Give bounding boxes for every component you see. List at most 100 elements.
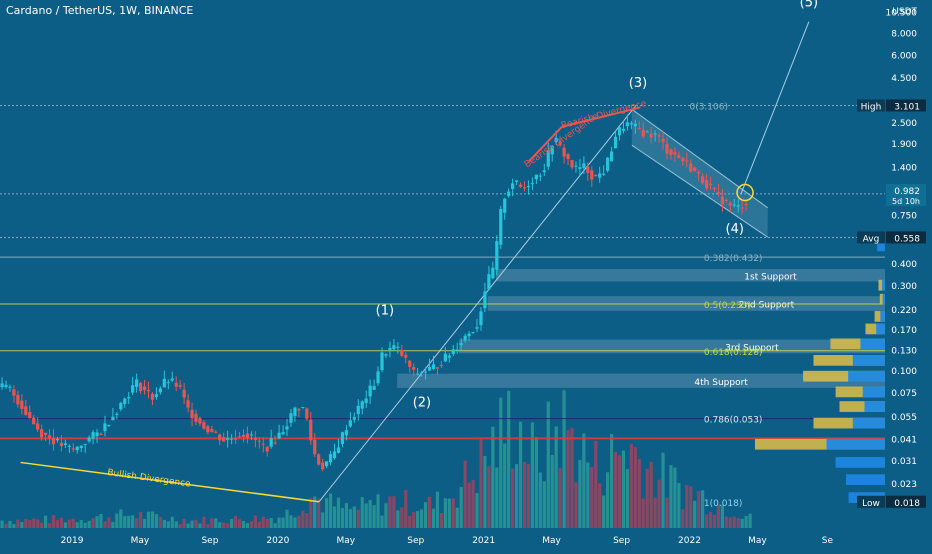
candle-body bbox=[420, 372, 424, 374]
candle-body bbox=[222, 437, 226, 442]
volume-bar bbox=[617, 455, 622, 528]
candle-body bbox=[598, 173, 602, 178]
volume-bar bbox=[198, 523, 202, 528]
candle-body bbox=[499, 209, 503, 245]
volume-bar bbox=[673, 467, 677, 528]
volume-bar bbox=[475, 493, 479, 528]
candles bbox=[0, 114, 748, 472]
candle-body bbox=[127, 397, 131, 399]
profile-bar-split bbox=[862, 386, 885, 398]
volume-bar bbox=[558, 468, 562, 528]
bearish-divergence-line-2 bbox=[561, 106, 641, 128]
x-tick: May bbox=[131, 536, 150, 546]
volume-bar bbox=[384, 503, 388, 528]
support-zone-label: 3rd Support bbox=[725, 343, 779, 353]
volume-bar bbox=[736, 518, 740, 528]
volume-bar bbox=[534, 437, 538, 528]
candle-body bbox=[625, 122, 630, 127]
volume-bar bbox=[178, 524, 182, 528]
candle-body bbox=[554, 137, 558, 142]
volume-bar bbox=[55, 520, 60, 528]
candle-body bbox=[178, 385, 182, 387]
candle-body bbox=[633, 123, 637, 127]
volume-bar bbox=[582, 433, 586, 528]
candle-body bbox=[728, 203, 732, 206]
volume-bar bbox=[305, 513, 309, 528]
y-tick: 0.023 bbox=[891, 480, 917, 490]
volume-bar bbox=[4, 523, 8, 528]
volume-bar bbox=[712, 514, 717, 528]
current-price-marker bbox=[736, 183, 754, 202]
volume-bar bbox=[701, 490, 705, 528]
y-tick: 2.500 bbox=[891, 119, 917, 129]
volume-bar bbox=[590, 467, 594, 528]
volume-bar bbox=[99, 514, 103, 528]
candle-body bbox=[487, 274, 491, 290]
volume-bar bbox=[609, 433, 614, 528]
current-price-box bbox=[886, 183, 926, 206]
candle-body bbox=[289, 413, 293, 423]
candle-body bbox=[697, 171, 701, 174]
volume-bar bbox=[43, 515, 48, 528]
volume-bar bbox=[586, 462, 590, 528]
volume-bar bbox=[483, 456, 487, 528]
fib-0-label: 0(3.106) bbox=[689, 102, 728, 112]
x-tick: Se bbox=[822, 536, 834, 546]
volume-bar bbox=[166, 521, 170, 528]
volume-bar bbox=[487, 466, 491, 528]
candle-body bbox=[103, 423, 107, 432]
volume-bar bbox=[693, 500, 697, 528]
volume-bar bbox=[321, 512, 325, 528]
volume-bar bbox=[376, 494, 380, 528]
candle-body bbox=[226, 438, 230, 440]
candle-body bbox=[685, 160, 689, 162]
candle-body bbox=[332, 451, 337, 459]
candle-body bbox=[261, 443, 265, 445]
volume-bar bbox=[170, 516, 174, 528]
volume-bar bbox=[226, 523, 230, 528]
volume-bar bbox=[162, 519, 166, 528]
volume-bar bbox=[368, 499, 372, 528]
candle-body bbox=[661, 138, 665, 142]
volume-bar bbox=[36, 519, 40, 528]
volume-bar bbox=[332, 506, 337, 528]
volume-bar bbox=[459, 486, 463, 528]
volume-bar bbox=[360, 497, 364, 528]
x-tick: May bbox=[748, 536, 767, 546]
profile-bar-split bbox=[864, 401, 885, 412]
volume-bar bbox=[546, 401, 550, 528]
profile-bar-split bbox=[852, 355, 885, 366]
candle-body bbox=[111, 416, 115, 421]
support-zone bbox=[458, 339, 885, 354]
candle-body bbox=[427, 366, 432, 371]
price-axis: 10.500USDT8.0006.0004.5003.2002.5001.900… bbox=[885, 0, 932, 528]
candle-body bbox=[75, 446, 79, 451]
candle-body bbox=[558, 141, 562, 146]
volume-bar bbox=[230, 518, 234, 528]
low-badge-title: Low bbox=[862, 499, 880, 509]
volume-bar bbox=[138, 511, 143, 528]
candle-body bbox=[602, 173, 606, 175]
volume-bar bbox=[538, 472, 542, 528]
candle-body bbox=[297, 409, 301, 411]
volume-bar bbox=[416, 511, 420, 528]
volume-bar bbox=[392, 496, 396, 528]
candle-body bbox=[107, 424, 111, 426]
volume-bar bbox=[431, 508, 436, 528]
candle-body bbox=[202, 422, 206, 429]
candle-body bbox=[408, 360, 412, 367]
profile-bar-split bbox=[826, 438, 885, 450]
axis-unit: USDT bbox=[892, 7, 917, 17]
candle-body bbox=[689, 163, 693, 172]
volume-bar bbox=[732, 516, 736, 528]
candle-body bbox=[91, 432, 95, 439]
candle-body bbox=[701, 176, 705, 184]
volume-bar bbox=[463, 460, 467, 528]
candle-body bbox=[360, 401, 364, 409]
candle-body bbox=[241, 434, 246, 438]
volume-bar bbox=[657, 479, 661, 528]
candle-body bbox=[744, 204, 748, 206]
volume-bar bbox=[273, 523, 277, 528]
